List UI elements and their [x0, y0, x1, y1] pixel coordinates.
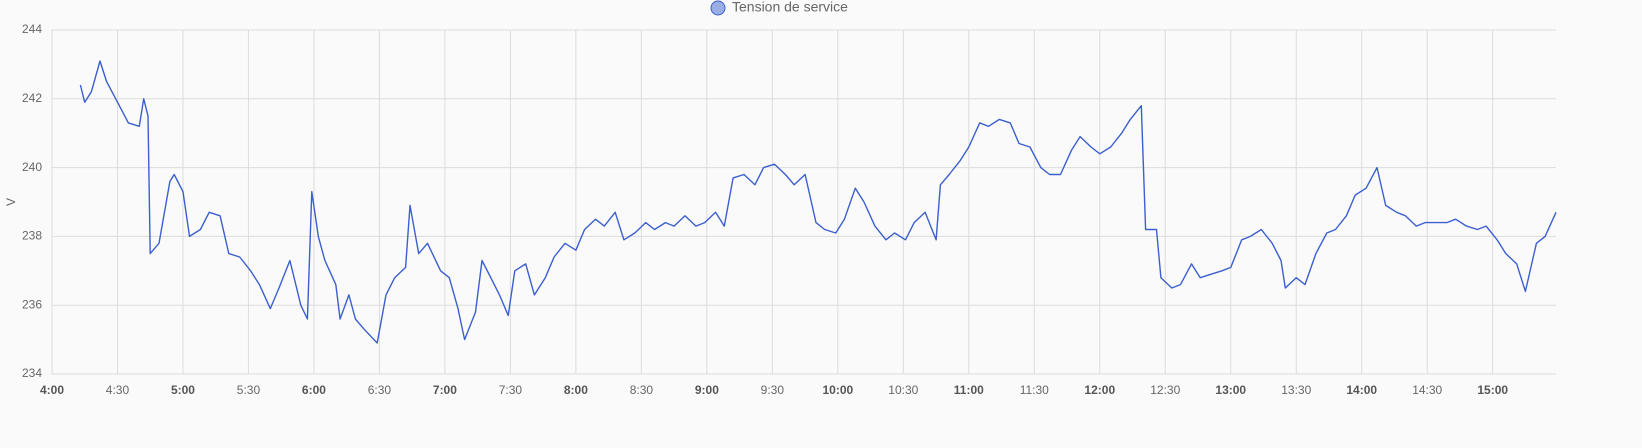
x-tick-label: 6:30	[368, 383, 392, 397]
x-tick-label: 10:00	[822, 383, 853, 397]
x-tick-label: 12:30	[1150, 383, 1180, 397]
y-tick-label: 236	[22, 297, 42, 311]
x-tick-label: 5:00	[171, 383, 195, 397]
x-tick-label: 11:00	[954, 383, 984, 397]
y-axis-label: V	[4, 198, 18, 206]
x-tick-label: 15:00	[1477, 383, 1508, 397]
legend-item: Tension de service	[710, 0, 848, 16]
x-tick-label: 10:30	[888, 383, 918, 397]
x-tick-label: 14:30	[1412, 383, 1442, 397]
x-tick-label: 4:00	[40, 383, 64, 397]
x-tick-label: 9:30	[761, 383, 785, 397]
x-tick-label: 6:00	[302, 383, 326, 397]
x-tick-label: 11:30	[1020, 383, 1049, 397]
x-tick-label: 14:00	[1346, 383, 1377, 397]
data-line	[79, 60, 1557, 344]
y-tick-label: 244	[22, 22, 42, 36]
legend-label: Tension de service	[732, 0, 848, 15]
x-tick-label: 8:30	[630, 383, 654, 397]
y-tick-label: 234	[22, 366, 42, 380]
y-tick-label: 242	[22, 91, 42, 105]
y-tick-label: 240	[22, 160, 42, 174]
x-tick-label: 12:00	[1084, 383, 1115, 397]
x-tick-label: 13:00	[1215, 383, 1246, 397]
legend-swatch	[710, 0, 726, 16]
x-tick-label: 7:30	[499, 383, 523, 397]
x-tick-label: 7:00	[433, 383, 457, 397]
x-tick-label: 4:30	[106, 383, 130, 397]
x-tick-label: 8:00	[564, 383, 588, 397]
x-tick-label: 13:30	[1281, 383, 1311, 397]
x-tick-label: 5:30	[237, 383, 261, 397]
y-tick-label: 238	[22, 229, 42, 243]
x-tick-label: 9:00	[695, 383, 719, 397]
